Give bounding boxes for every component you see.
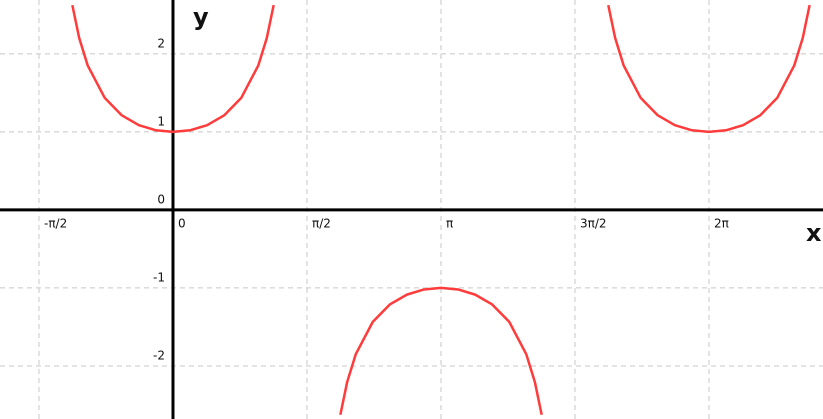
x-tick-label: 0	[178, 216, 186, 230]
y-tick-label: -2	[153, 348, 165, 362]
y-tick-label: 0	[157, 192, 165, 206]
curve	[71, 4, 811, 415]
y-tick-label: -1	[153, 270, 165, 284]
x-tick-label: π/2	[312, 216, 331, 230]
x-tick-label: 2π	[714, 216, 729, 230]
y-axis-title: y	[193, 3, 209, 31]
y-tick-label: 1	[157, 114, 165, 128]
plot	[71, 4, 811, 415]
x-tick-label: -π/2	[44, 216, 67, 230]
x-axis-title: x	[806, 219, 822, 247]
x-tick-label: π	[446, 216, 453, 230]
y-tick-label: 2	[157, 36, 165, 50]
x-tick-label: 3π/2	[580, 216, 607, 230]
